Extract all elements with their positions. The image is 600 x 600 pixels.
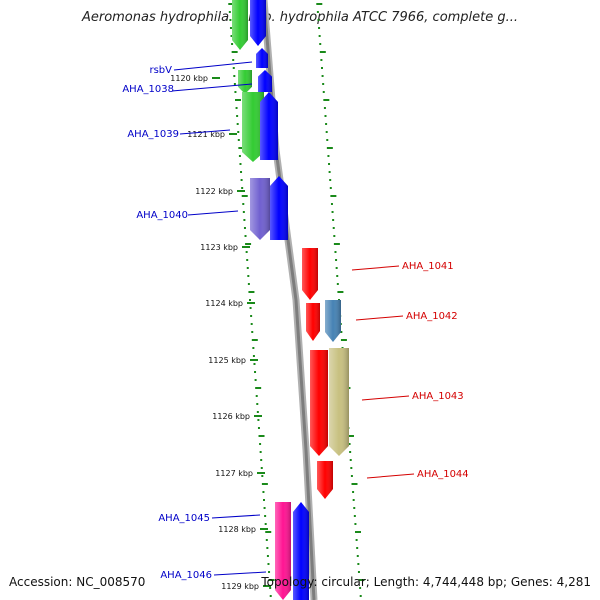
gene-block-AHA_1038 bbox=[258, 70, 272, 92]
gene-label-AHA_1041: AHA_1041 bbox=[402, 261, 454, 272]
kbp-tick-label: 1126 kbp bbox=[212, 412, 250, 421]
gene-leader-line bbox=[171, 83, 253, 92]
gene-blocks bbox=[232, 0, 349, 600]
kbp-ticks: 1120 kbp 1121 kbp 1122 kbp 1123 kbp 1124 kbp… bbox=[170, 74, 271, 591]
gene-label-rsbV: rsbV bbox=[149, 65, 172, 76]
gene-block-AHA_1041 bbox=[302, 248, 318, 300]
gene-leader-line bbox=[179, 129, 231, 135]
gene-block-rsbV bbox=[256, 48, 268, 68]
gene-leader-line bbox=[351, 265, 400, 271]
gene-leader-line bbox=[173, 61, 253, 71]
kbp-tick-label: 1127 kbp bbox=[215, 469, 253, 478]
kbp-tick-label: 1122 kbp bbox=[195, 187, 233, 196]
kbp-tick-label: 1123 kbp bbox=[200, 243, 238, 252]
gene-block-AHA_1042 bbox=[325, 300, 341, 342]
kbp-tick-label: 1121 kbp bbox=[187, 130, 225, 139]
topology-stats-text: Topology: circular; Length: 4,744,448 bp… bbox=[261, 575, 591, 589]
gene-block-AHA_1045 bbox=[275, 502, 291, 600]
gene-leader-line bbox=[187, 210, 239, 216]
gene-leader-line bbox=[366, 473, 415, 479]
gene-leader-line bbox=[355, 315, 404, 321]
gene-label-AHA_1039: AHA_1039 bbox=[127, 129, 179, 140]
gene-label-AHA_1046: AHA_1046 bbox=[160, 570, 212, 581]
gene-label-AHA_1042: AHA_1042 bbox=[406, 311, 458, 322]
gene-block bbox=[250, 0, 266, 46]
gene-block bbox=[270, 176, 288, 240]
gene-label-AHA_1045: AHA_1045 bbox=[158, 513, 210, 524]
gene-leader-line bbox=[213, 571, 267, 576]
gene-label-AHA_1038: AHA_1038 bbox=[122, 84, 174, 95]
kbp-tick-label: 1128 kbp bbox=[218, 525, 256, 534]
map-title: Aeromonas hydrophila subsp. hydrophila A… bbox=[81, 10, 519, 25]
gene-block-AHA_1043 bbox=[310, 350, 328, 456]
kbp-tick-label: 1129 kbp bbox=[221, 582, 259, 591]
accession-text: Accession: NC_008570 bbox=[9, 575, 146, 589]
kbp-tick-label: 1120 kbp bbox=[170, 74, 208, 83]
gene-block-AHA_1046 bbox=[293, 502, 309, 600]
gene-label-AHA_1043: AHA_1043 bbox=[412, 391, 464, 402]
gene-block bbox=[238, 70, 252, 94]
gene-block bbox=[260, 92, 278, 160]
gene-leader-line bbox=[361, 395, 410, 401]
gene-block-AHA_1039 bbox=[242, 92, 264, 162]
gene-leader-line bbox=[211, 514, 261, 519]
gene-block-AHA_1044 bbox=[317, 461, 333, 499]
kbp-tick-label: 1125 kbp bbox=[208, 356, 246, 365]
gene-label-AHA_1044: AHA_1044 bbox=[417, 469, 469, 480]
kbp-tick-label: 1124 kbp bbox=[205, 299, 243, 308]
gene-block-AHA_1040 bbox=[250, 178, 270, 240]
gene-block bbox=[232, 0, 248, 50]
gene-block bbox=[329, 348, 349, 456]
gene-label-AHA_1040: AHA_1040 bbox=[136, 210, 188, 221]
gene-labels: rsbV AHA_1038 AHA_1039 AHA_1040 AHA_1041 AHA_… bbox=[122, 61, 469, 581]
gene-block bbox=[306, 303, 320, 341]
